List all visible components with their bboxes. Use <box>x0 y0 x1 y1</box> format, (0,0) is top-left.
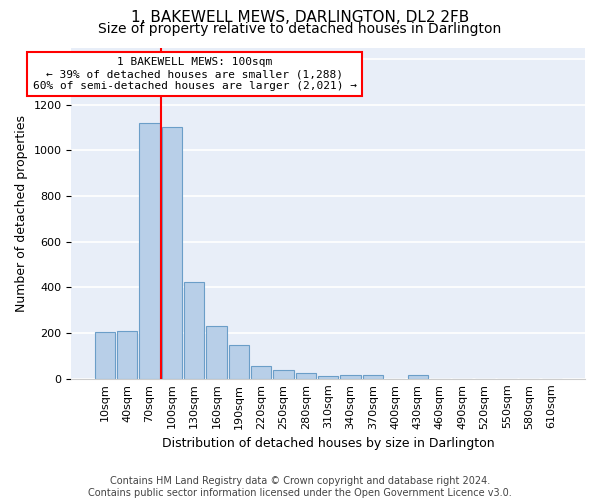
Bar <box>340 376 361 379</box>
Bar <box>274 370 293 379</box>
Text: Size of property relative to detached houses in Darlington: Size of property relative to detached ho… <box>98 22 502 36</box>
Bar <box>139 123 160 379</box>
Bar <box>296 373 316 379</box>
Text: 1, BAKEWELL MEWS, DARLINGTON, DL2 2FB: 1, BAKEWELL MEWS, DARLINGTON, DL2 2FB <box>131 10 469 25</box>
Text: 1 BAKEWELL MEWS: 100sqm
← 39% of detached houses are smaller (1,288)
60% of semi: 1 BAKEWELL MEWS: 100sqm ← 39% of detache… <box>32 58 356 90</box>
Bar <box>229 345 249 379</box>
X-axis label: Distribution of detached houses by size in Darlington: Distribution of detached houses by size … <box>162 437 494 450</box>
Bar <box>206 326 227 379</box>
Bar <box>363 376 383 379</box>
Bar <box>95 332 115 379</box>
Bar <box>251 366 271 379</box>
Bar <box>117 331 137 379</box>
Y-axis label: Number of detached properties: Number of detached properties <box>15 114 28 312</box>
Bar <box>184 282 204 379</box>
Bar <box>407 374 428 379</box>
Text: Contains HM Land Registry data © Crown copyright and database right 2024.
Contai: Contains HM Land Registry data © Crown c… <box>88 476 512 498</box>
Bar <box>162 128 182 379</box>
Bar <box>318 376 338 379</box>
